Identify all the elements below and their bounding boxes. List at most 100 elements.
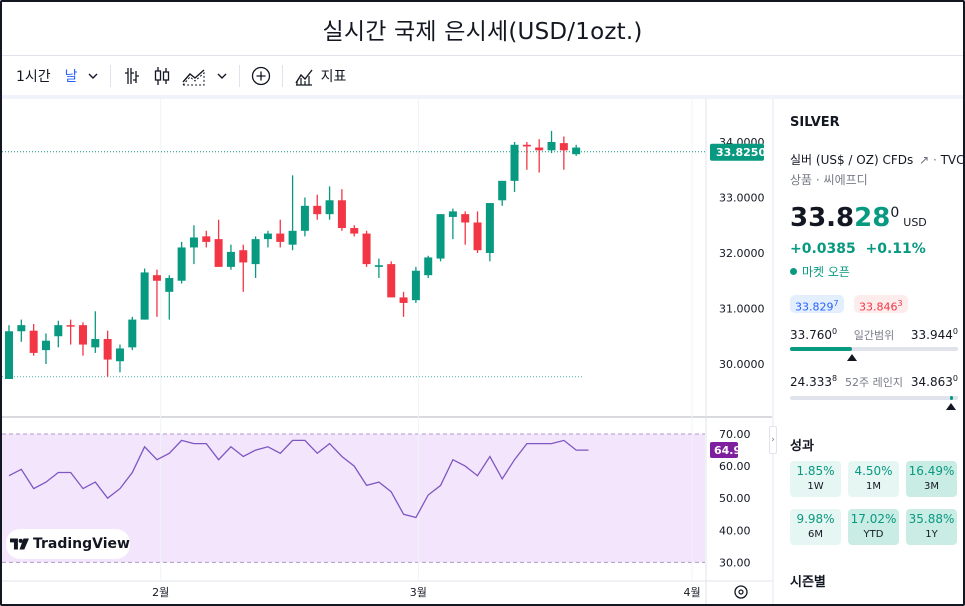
ask-price-superscript: 3 — [897, 299, 903, 308]
performance-cell-1w[interactable]: 1.85% 1W — [790, 461, 841, 497]
candle-body — [152, 275, 161, 281]
symbol-details-panel: SILVER 실버 (US$ / OZ) CFDs ↗ · TVC 상품 · 씨… — [774, 99, 965, 604]
week52-range-bar — [790, 396, 958, 400]
week52-range-high-superscript: 0 — [952, 374, 958, 383]
symbol-description-text[interactable]: 실버 (US$ / OZ) CFDs — [790, 153, 914, 167]
performance-value: 35.88% — [908, 512, 955, 526]
chart-type-dropdown-button[interactable] — [211, 61, 233, 91]
candle-body — [66, 325, 75, 327]
candle-body — [177, 247, 186, 281]
candle-body — [41, 340, 50, 351]
candle-body — [448, 211, 457, 217]
performance-period: 1Y — [925, 529, 938, 540]
last-price-superscript: 0 — [890, 205, 900, 221]
market-status-dot-icon — [790, 268, 797, 275]
tradingview-logo[interactable]: TradingView — [6, 529, 130, 559]
candle-body — [547, 142, 556, 151]
week52-range-high: 34.8630 — [911, 374, 958, 389]
range-label: 날 — [64, 69, 78, 85]
performance-value: 16.49% — [908, 464, 955, 478]
candle-body — [103, 339, 112, 360]
performance-period: 3M — [924, 481, 939, 492]
price-tick-label: 30.0000 — [719, 358, 765, 371]
ask-price-chip[interactable]: 33.8463 — [854, 295, 908, 314]
indicators-button[interactable]: 지표 — [289, 61, 351, 91]
bid-price-chip[interactable]: 33.8297 — [790, 295, 844, 314]
compare-add-button[interactable] — [246, 61, 276, 91]
candle-body — [165, 277, 174, 292]
last-price-label: 33.8250 — [716, 146, 766, 159]
bid-price-superscript: 7 — [833, 299, 839, 308]
day-range: 33.7600 일간범위 33.9440 — [790, 327, 958, 361]
chevron-down-icon — [88, 73, 98, 79]
price-tick-label: 33.0000 — [719, 192, 765, 205]
candle-body — [288, 230, 297, 245]
performance-cell-3m[interactable]: 16.49% 3M — [906, 461, 957, 497]
symbol-exchange[interactable]: TVC — [940, 153, 965, 167]
performance-cell-6m[interactable]: 9.98% 6M — [790, 509, 841, 545]
week52-range: 24.3338 52주 레인지 34.8630 — [790, 374, 958, 410]
candle-body — [337, 200, 346, 229]
range-dropdown-button[interactable] — [82, 61, 104, 91]
week52-range-fill — [950, 396, 954, 400]
performance-period: YTD — [863, 529, 884, 540]
week52-range-high-main: 34.863 — [910, 375, 953, 389]
candle-body — [572, 147, 581, 155]
performance-cell-ytd[interactable]: 17.02% YTD — [848, 509, 899, 545]
toolbar-shadow — [2, 95, 963, 99]
panel-collapse-toggle[interactable]: › — [769, 426, 777, 454]
candle-body — [411, 270, 420, 301]
rsi-tick-label: 50.00 — [719, 492, 751, 505]
symbol-description: 실버 (US$ / OZ) CFDs ↗ · TVC — [790, 153, 965, 167]
chart-area[interactable]: 34.0000 33.0000 32.0000 31.0000 30.0000 33.82… — [2, 99, 772, 606]
day-range-marker-icon — [847, 354, 858, 361]
price-currency: USD — [903, 216, 927, 229]
tradingview-logo-text: TradingView — [33, 536, 130, 552]
candle-body — [436, 214, 445, 259]
performance-period: 1W — [807, 481, 824, 492]
range-button[interactable]: 날 — [55, 61, 82, 91]
interval-button[interactable]: 1시간 — [12, 61, 55, 91]
seasonals-title[interactable]: 시즌별 — [790, 575, 826, 590]
candle-body — [115, 348, 124, 362]
time-tick-label: 4월 — [684, 586, 701, 599]
performance-value: 17.02% — [850, 512, 897, 526]
chevron-down-icon — [217, 73, 227, 79]
performance-period: 6M — [808, 529, 823, 540]
candle-body — [473, 222, 482, 251]
candle-body — [54, 325, 63, 337]
candle-body — [239, 250, 248, 263]
toolbar-divider — [281, 65, 283, 87]
performance-cell-1y[interactable]: 35.88% 1Y — [906, 509, 957, 545]
external-link-icon[interactable]: ↗ — [919, 153, 930, 167]
candle-body — [202, 236, 211, 242]
rsi-last-badge — [710, 442, 738, 459]
day-range-low-main: 33.760 — [790, 328, 832, 342]
tradingview-logo-icon — [10, 538, 29, 550]
week52-range-label: 52주 레인지 — [845, 376, 903, 389]
day-range-low-superscript: 0 — [832, 327, 838, 336]
candles-button[interactable] — [147, 61, 177, 91]
candle-body — [91, 339, 100, 348]
rsi-tick-label: 30.00 — [719, 556, 751, 569]
toolbar-divider — [238, 65, 240, 87]
price-tick-label: 31.0000 — [719, 303, 765, 316]
performance-cell-1m[interactable]: 4.50% 1M — [848, 461, 899, 497]
symbol-name[interactable]: SILVER — [790, 115, 840, 130]
add-circle-icon — [251, 66, 270, 86]
candle-body — [510, 144, 519, 181]
candle-body — [461, 214, 470, 223]
candle-body — [300, 205, 309, 231]
area-type-button[interactable] — [177, 61, 211, 91]
title-bar: 실시간 국제 은시세(USD/1ozt.) — [2, 2, 963, 56]
time-tick-label: 3월 — [410, 586, 427, 599]
candle-body — [374, 265, 383, 267]
bar-type-button[interactable] — [117, 61, 147, 91]
panel-divider[interactable] — [772, 99, 774, 604]
candle-body — [424, 257, 433, 276]
chart-canvas[interactable]: 34.000033.000032.000031.000030.000033.82… — [2, 99, 772, 606]
day-range-high: 33.9440 — [911, 327, 958, 342]
indicators-label: 지표 — [320, 69, 347, 85]
interval-label: 1시간 — [16, 69, 51, 85]
